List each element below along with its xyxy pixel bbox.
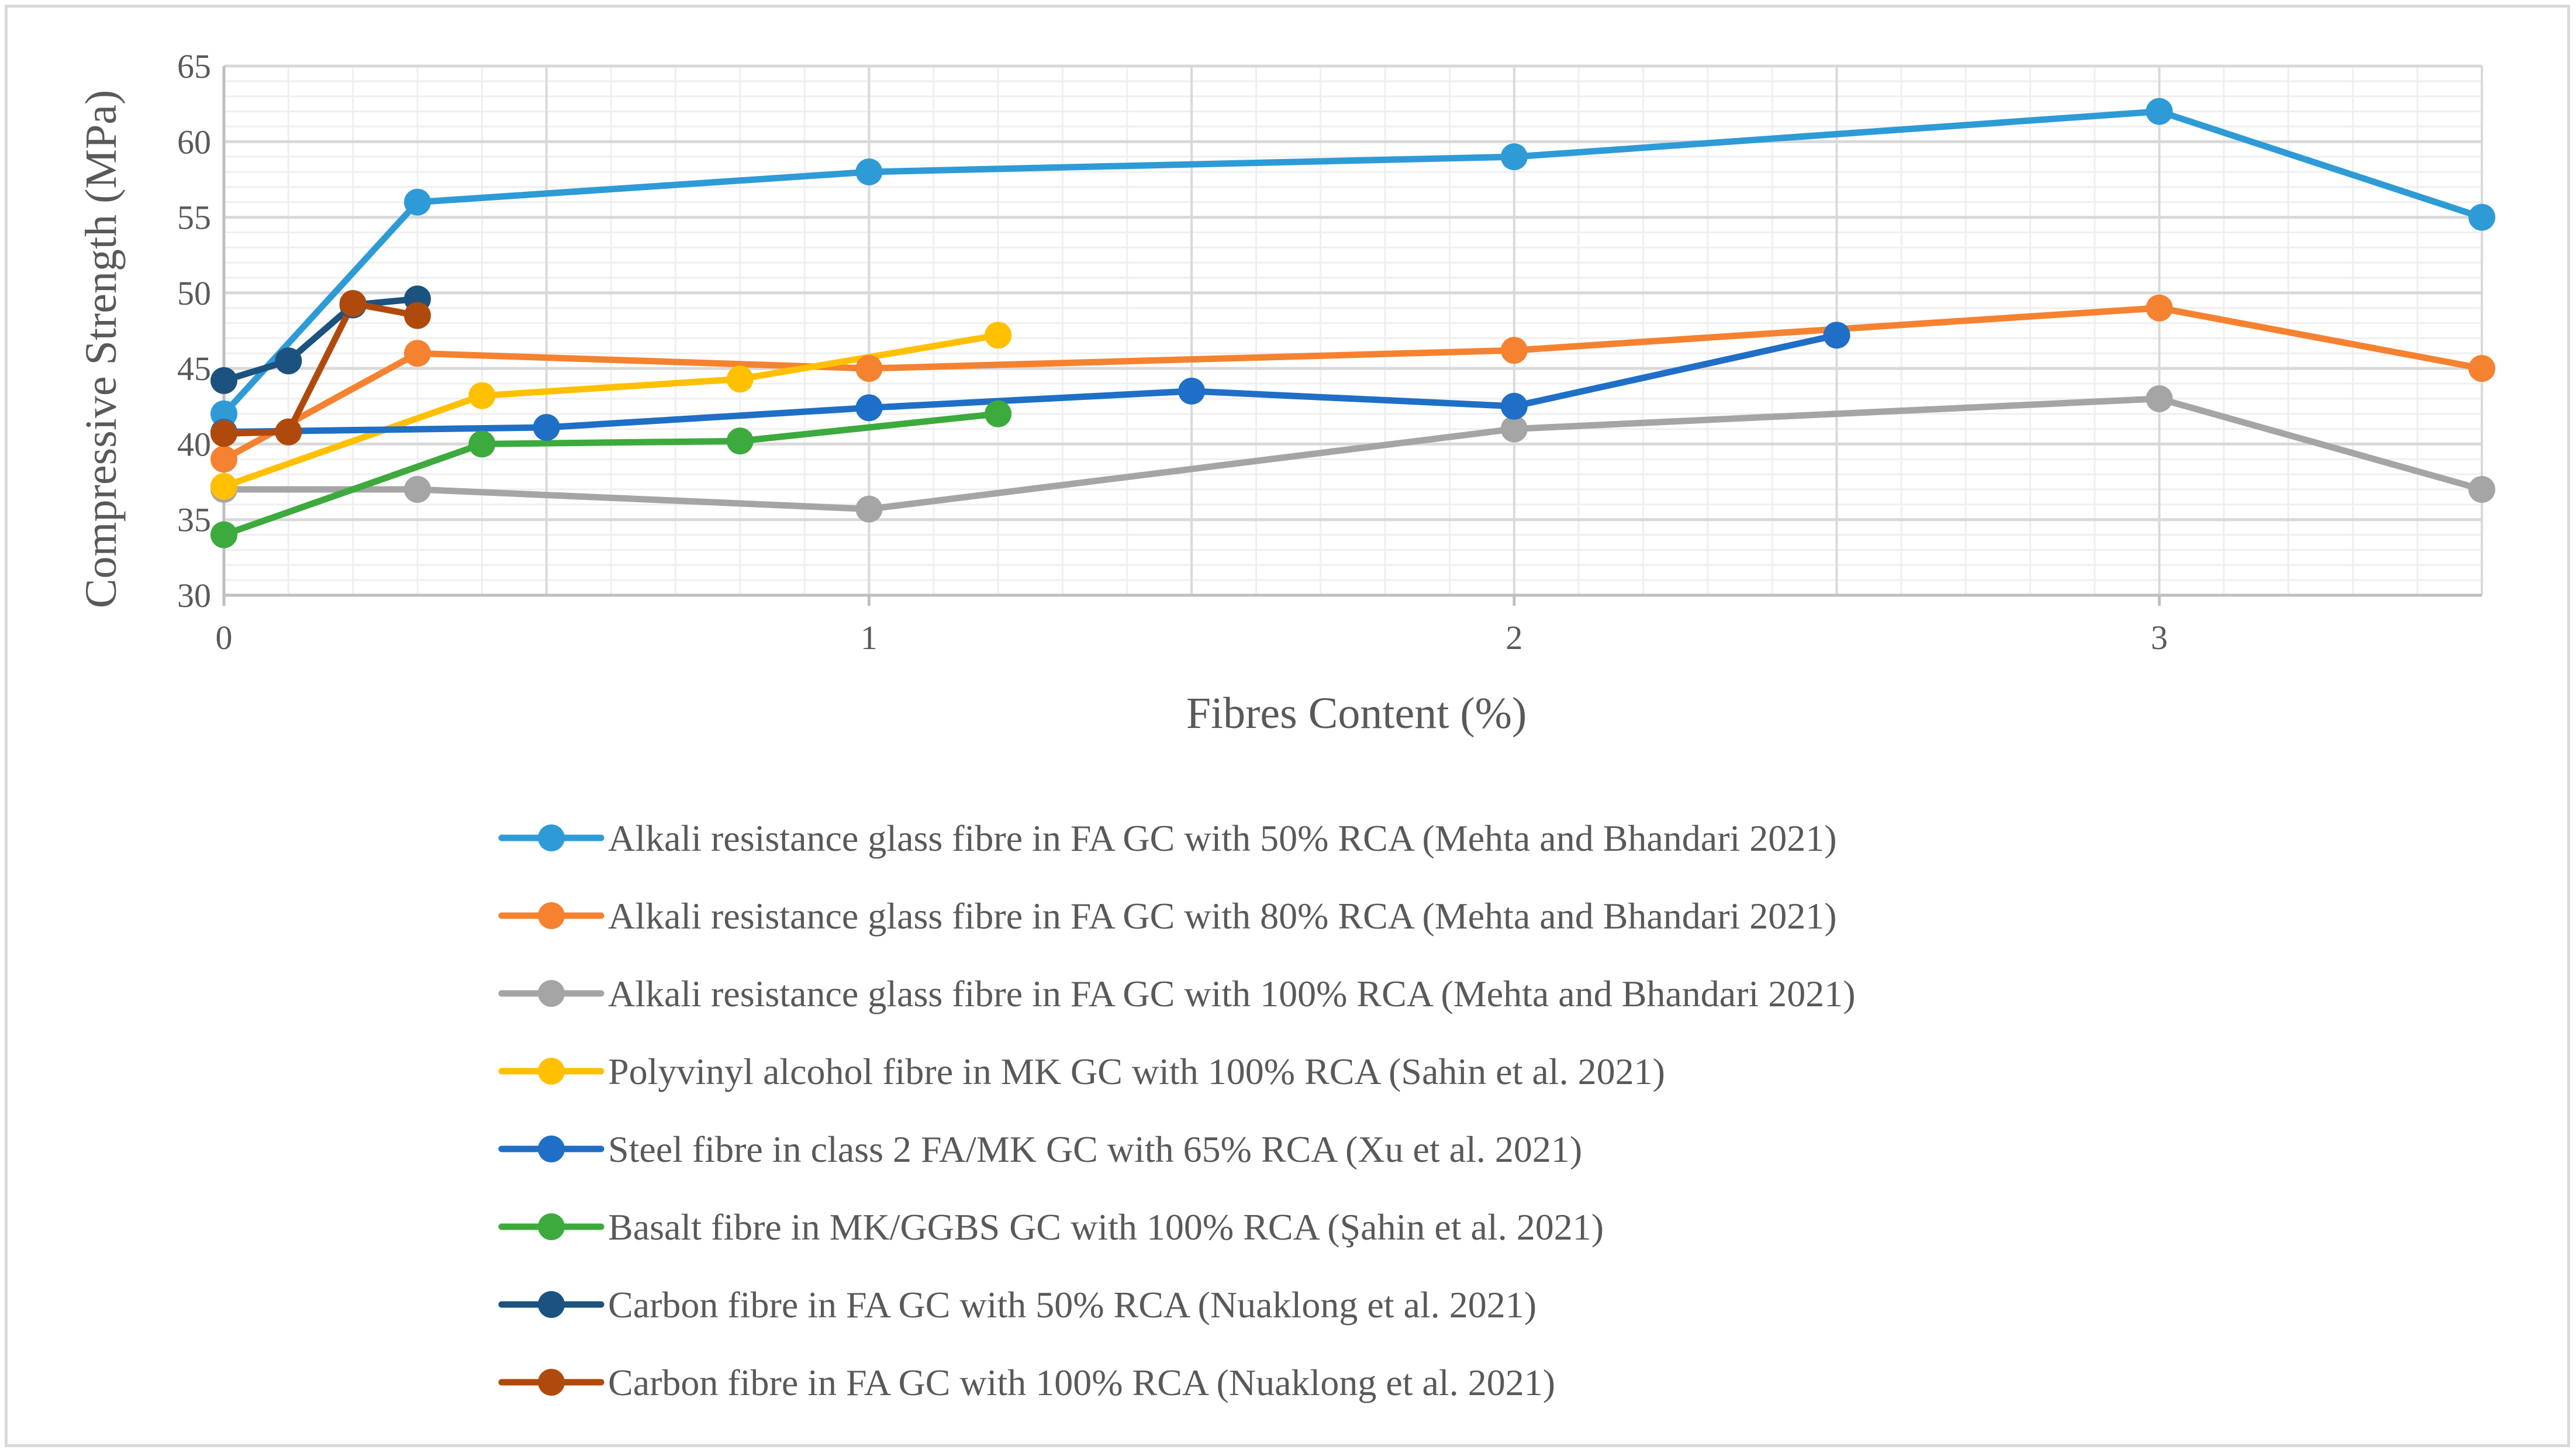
series-line-6 xyxy=(220,410,1002,539)
legend-marker xyxy=(538,1136,565,1162)
data-point-series-3 xyxy=(1500,415,1528,443)
y-tick-label: 40 xyxy=(177,425,211,463)
data-point-series-1 xyxy=(404,188,431,216)
legend-entry-1: Alkali resistance glass fibre in FA GC w… xyxy=(498,817,1837,859)
data-point-series-2 xyxy=(2468,355,2495,382)
legend-marker xyxy=(538,1369,565,1396)
series-line-5 xyxy=(220,332,1841,436)
series-line-2 xyxy=(220,305,2485,463)
series-lines xyxy=(220,108,2485,539)
data-point-series-5 xyxy=(1178,377,1206,405)
data-point-series-5 xyxy=(1823,322,1850,349)
data-point-series-5 xyxy=(855,394,883,422)
y-axis-title: Compressive Strength (MPa) xyxy=(77,90,126,609)
data-point-series-7 xyxy=(210,367,237,394)
data-point-series-7 xyxy=(275,347,302,375)
chart-frame xyxy=(5,5,2570,1447)
y-tick-label: 55 xyxy=(177,199,211,237)
data-point-series-4 xyxy=(726,365,754,393)
legend: Alkali resistance glass fibre in FA GC w… xyxy=(498,817,1856,1403)
data-point-series-2 xyxy=(210,446,237,473)
legend-label: Carbon fibre in FA GC with 50% RCA (Nuak… xyxy=(608,1284,1536,1326)
data-point-series-1 xyxy=(2146,98,2173,125)
legend-marker xyxy=(538,902,565,929)
data-point-series-5 xyxy=(533,413,560,441)
legend-label: Polyvinyl alcohol fibre in MK GC with 10… xyxy=(608,1051,1665,1092)
data-point-series-6 xyxy=(210,521,237,548)
data-point-series-4 xyxy=(985,322,1012,349)
grid xyxy=(223,64,2483,597)
y-tick-label: 30 xyxy=(177,577,211,615)
y-tick-label: 60 xyxy=(177,123,211,161)
data-point-series-6 xyxy=(726,427,754,455)
data-point-series-4 xyxy=(210,472,237,500)
legend-entry-6: Basalt fibre in MK/GGBS GC with 100% RCA… xyxy=(498,1206,1604,1248)
y-tick-label: 35 xyxy=(177,501,211,539)
y-tick-label: 45 xyxy=(177,350,211,388)
tick-labels: 30 35 40 45 50 55 60 65 0 1 2 3 xyxy=(177,47,2168,657)
x-axis-title: Fibres Content (%) xyxy=(1186,689,1527,738)
legend-marker xyxy=(538,1291,565,1318)
data-point-series-1 xyxy=(1500,143,1528,171)
y-tick-label: 50 xyxy=(177,274,211,312)
series-line-8 xyxy=(220,300,421,437)
legend-label: Steel fibre in class 2 FA/MK GC with 65%… xyxy=(608,1128,1582,1170)
data-point-series-5 xyxy=(1500,392,1528,420)
legend-entry-4: Polyvinyl alcohol fibre in MK GC with 10… xyxy=(498,1051,1665,1092)
data-point-series-6 xyxy=(985,400,1012,427)
legend-marker xyxy=(538,1058,565,1085)
data-point-series-8 xyxy=(404,302,431,329)
data-point-series-3 xyxy=(2146,385,2173,412)
data-point-series-2 xyxy=(2146,294,2173,322)
data-point-series-3 xyxy=(404,476,431,503)
data-point-series-6 xyxy=(468,430,496,458)
x-tick-label: 3 xyxy=(2151,619,2168,657)
data-point-series-8 xyxy=(210,420,237,447)
data-point-series-3 xyxy=(2468,476,2495,503)
data-point-series-3 xyxy=(855,495,883,523)
legend-marker xyxy=(538,824,565,851)
data-point-series-4 xyxy=(468,382,496,409)
legend-label: Basalt fibre in MK/GGBS GC with 100% RCA… xyxy=(608,1206,1604,1248)
data-point-series-8 xyxy=(339,289,367,317)
y-tick-label: 65 xyxy=(177,47,211,85)
legend-entry-3: Alkali resistance glass fibre in FA GC w… xyxy=(498,973,1856,1014)
legend-label: Alkali resistance glass fibre in FA GC w… xyxy=(608,895,1837,937)
data-point-series-2 xyxy=(1500,337,1528,364)
legend-entry-5: Steel fibre in class 2 FA/MK GC with 65%… xyxy=(498,1128,1582,1170)
legend-entry-2: Alkali resistance glass fibre in FA GC w… xyxy=(498,895,1837,937)
axes xyxy=(222,66,2482,606)
data-point-series-2 xyxy=(855,355,883,382)
series-line-3 xyxy=(220,395,2485,513)
data-point-series-1 xyxy=(855,158,883,185)
legend-label: Carbon fibre in FA GC with 100% RCA (Nua… xyxy=(608,1362,1555,1403)
legend-marker xyxy=(538,980,565,1007)
legend-marker xyxy=(538,1213,565,1240)
legend-entry-7: Carbon fibre in FA GC with 50% RCA (Nuak… xyxy=(498,1284,1536,1326)
x-tick-label: 0 xyxy=(216,619,233,657)
legend-entry-8: Carbon fibre in FA GC with 100% RCA (Nua… xyxy=(498,1362,1555,1403)
series-line-7 xyxy=(220,295,421,384)
data-point-series-1 xyxy=(2468,203,2495,231)
data-point-series-8 xyxy=(275,418,302,446)
x-tick-label: 1 xyxy=(861,619,878,657)
data-points xyxy=(210,98,2495,548)
x-tick-label: 2 xyxy=(1505,619,1522,657)
data-point-series-2 xyxy=(404,340,431,367)
legend-label: Alkali resistance glass fibre in FA GC w… xyxy=(608,973,1856,1014)
legend-label: Alkali resistance glass fibre in FA GC w… xyxy=(608,817,1837,859)
series-line-1 xyxy=(220,108,2485,417)
